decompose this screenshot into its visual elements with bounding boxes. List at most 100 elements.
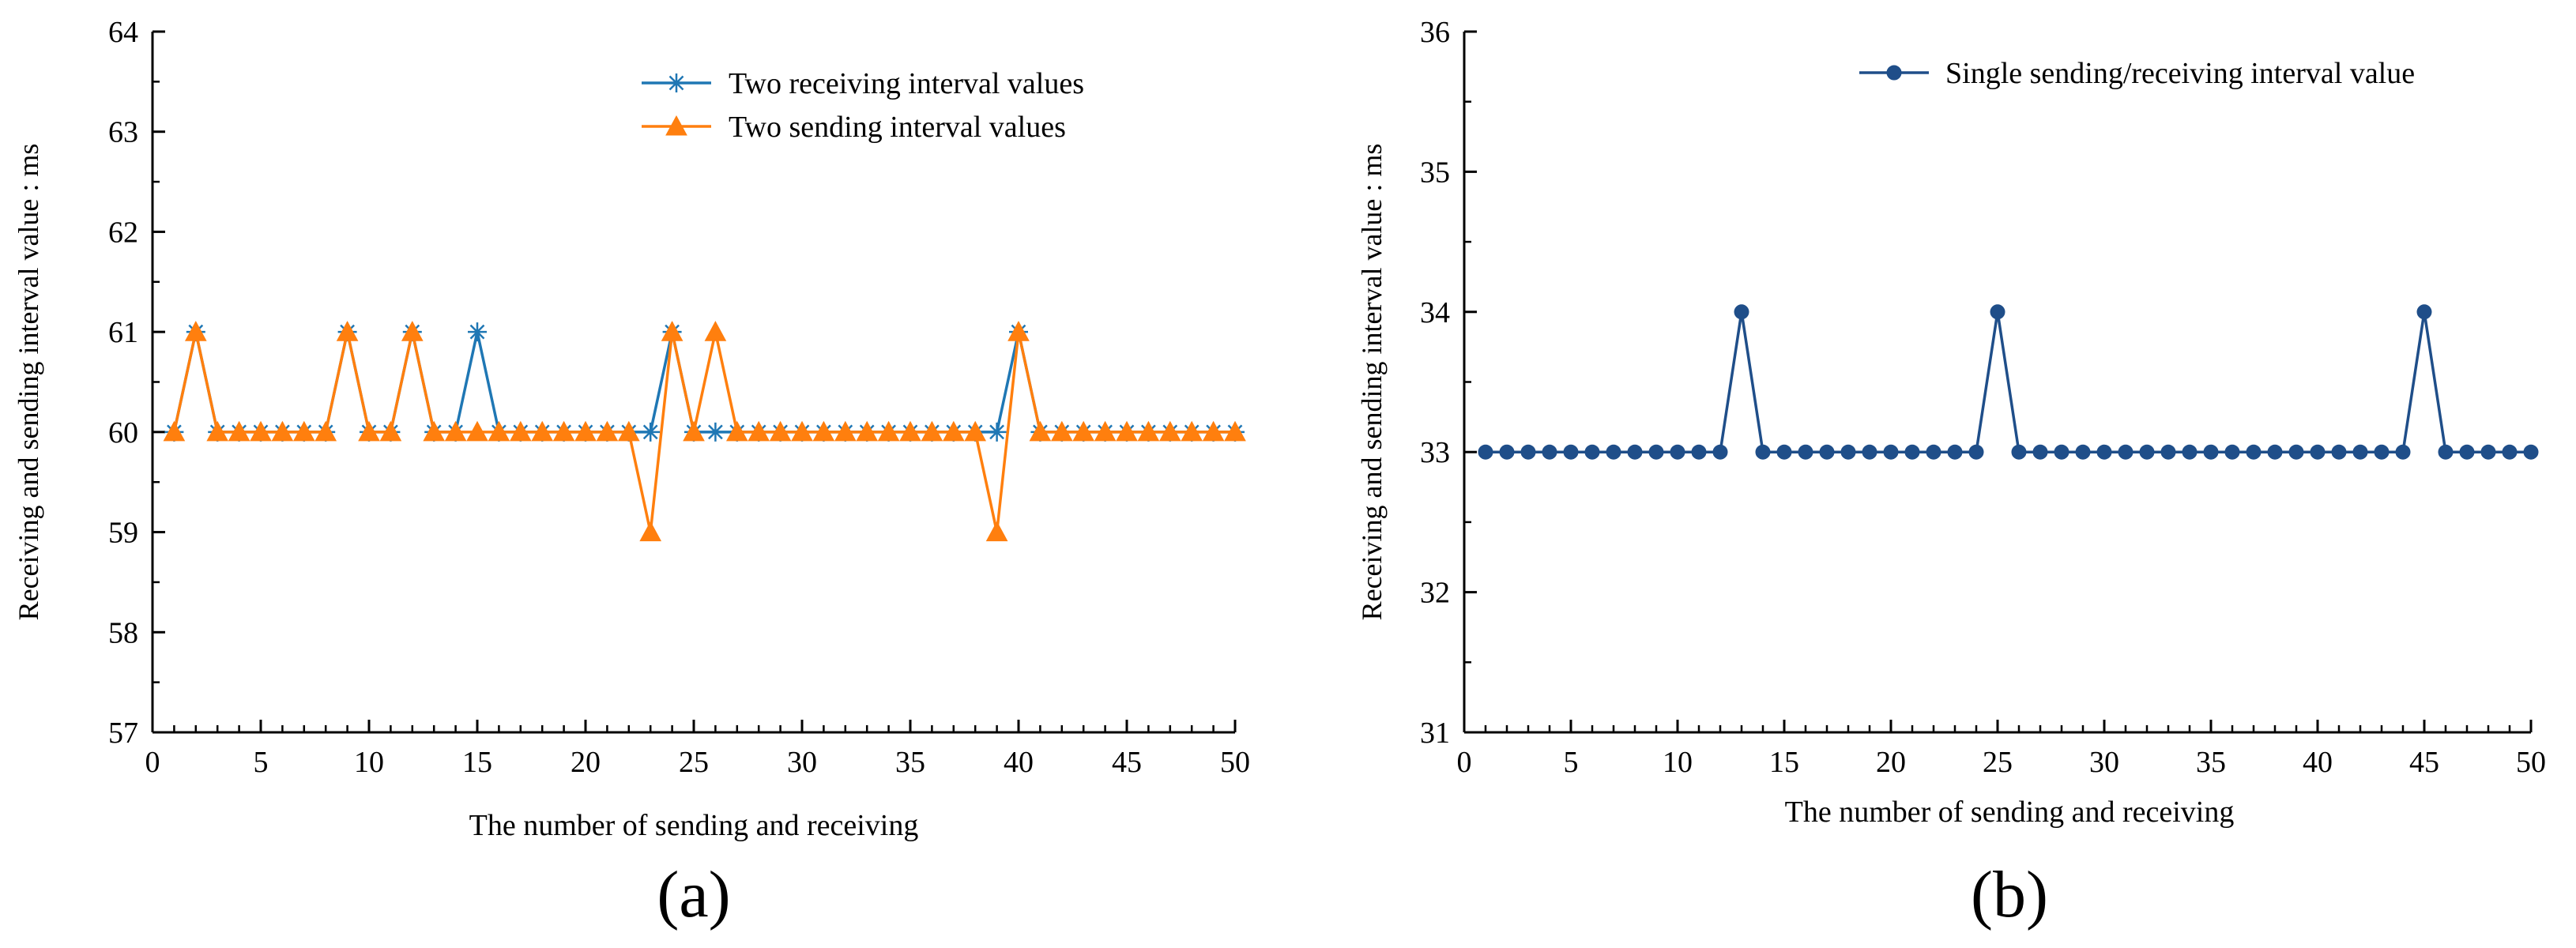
- data-point-s0-19: [1862, 444, 1877, 460]
- data-point-s1-29: [769, 420, 792, 442]
- x-tick-label: 40: [1004, 746, 1034, 779]
- y-tick-label: 33: [1420, 436, 1450, 469]
- data-point-s0-25: [1990, 304, 2005, 320]
- data-point-s0-12: [1712, 444, 1728, 460]
- data-point-s1-50: [1224, 420, 1246, 442]
- data-point-s1-44: [1094, 420, 1117, 442]
- data-point-s1-19: [552, 420, 575, 442]
- data-point-s0-43: [2374, 444, 2390, 460]
- data-point-s0-29: [2075, 444, 2091, 460]
- data-point-s1-30: [791, 420, 813, 442]
- chart-panel-b: 31 32 33 34 35 36 0 5 10 15 20 25 30 35 40 45 50 Single s…: [1356, 16, 2546, 931]
- x-tick-label: 30: [787, 746, 817, 779]
- data-point-s0-50: [2523, 444, 2539, 460]
- data-point-s0-18: [1840, 444, 1856, 460]
- y-tick-label: 61: [108, 316, 138, 349]
- y-tick-label: 35: [1420, 156, 1450, 189]
- data-point-s0-6: [1584, 444, 1600, 460]
- data-point-s0-47: [2459, 444, 2475, 460]
- data-point-s1-17: [509, 420, 532, 442]
- data-point-s0-26: [2011, 444, 2027, 460]
- data-point-s0-27: [2032, 444, 2048, 460]
- data-point-s0-31: [2118, 444, 2133, 460]
- data-point-s1-7: [292, 420, 315, 442]
- data-point-s0-46: [2438, 444, 2454, 460]
- y-tick-label: 60: [108, 416, 138, 450]
- data-point-s0-23: [641, 422, 661, 442]
- data-point-s0-40: [2310, 444, 2326, 460]
- y-tick-label: 59: [108, 517, 138, 550]
- data-point-s0-2: [1499, 444, 1515, 460]
- data-point-s0-44: [2395, 444, 2411, 460]
- x-tick-label: 45: [1112, 746, 1142, 779]
- data-point-s1-14: [444, 420, 467, 442]
- legend-marker: [1886, 65, 1902, 81]
- data-point-s0-32: [2139, 444, 2155, 460]
- data-point-s1-37: [942, 420, 965, 442]
- data-point-s0-10: [1670, 444, 1685, 460]
- data-point-s1-1: [163, 420, 186, 442]
- data-point-s1-42: [1050, 420, 1073, 442]
- data-point-s0-13: [1734, 304, 1749, 320]
- data-point-s1-12: [401, 321, 424, 341]
- data-point-s1-45: [1116, 420, 1138, 442]
- x-tick-label: 25: [1983, 746, 2013, 779]
- x-tick-label: 0: [1457, 746, 1472, 779]
- y-tick-label: 34: [1420, 296, 1450, 329]
- data-point-s1-15: [466, 420, 488, 442]
- data-point-s0-21: [1904, 444, 1920, 460]
- x-tick-label: 35: [2196, 746, 2226, 779]
- x-tick-label: 30: [2089, 746, 2119, 779]
- data-point-s0-14: [1755, 444, 1771, 460]
- x-axis-label: The number of sending and receiving: [469, 809, 919, 842]
- data-point-s0-39: [2288, 444, 2304, 460]
- data-point-s1-31: [812, 420, 835, 442]
- legend-marker: [667, 73, 686, 92]
- data-point-s1-21: [596, 420, 619, 442]
- y-tick-label: 31: [1420, 717, 1450, 750]
- data-point-s0-35: [2203, 444, 2219, 460]
- y-tick-label: 36: [1420, 16, 1450, 49]
- y-tick-label: 32: [1420, 577, 1450, 610]
- data-point-s0-23: [1947, 444, 1963, 460]
- data-point-s1-36: [921, 420, 943, 442]
- data-point-s0-28: [2054, 444, 2069, 460]
- data-point-s0-38: [2267, 444, 2283, 460]
- data-point-s1-47: [1158, 420, 1181, 442]
- legend-label: Two receiving interval values: [729, 67, 1084, 100]
- y-tick-label: 62: [108, 216, 138, 249]
- data-point-s1-4: [228, 420, 250, 442]
- data-point-s0-5: [1563, 444, 1579, 460]
- data-point-s1-10: [358, 420, 380, 442]
- data-point-s1-32: [834, 420, 857, 442]
- x-tick-label: 25: [679, 746, 709, 779]
- x-tick-label: 15: [1769, 746, 1799, 779]
- data-point-s0-33: [2160, 444, 2176, 460]
- data-point-s0-7: [1606, 444, 1621, 460]
- legend: Two receiving interval values Two sending…: [642, 67, 1084, 144]
- data-point-s0-4: [1542, 444, 1557, 460]
- data-point-s1-27: [725, 420, 748, 442]
- data-point-s1-41: [1029, 420, 1052, 442]
- data-point-s1-43: [1072, 420, 1095, 442]
- legend-label: Single sending/receiving interval value: [1945, 57, 2415, 90]
- x-tick-label: 15: [462, 746, 492, 779]
- data-point-s0-34: [2182, 444, 2198, 460]
- data-point-s0-9: [1648, 444, 1664, 460]
- data-point-s1-46: [1137, 420, 1160, 442]
- y-tick-label: 63: [108, 116, 138, 149]
- x-tick-label: 50: [2516, 746, 2546, 779]
- x-tick-label: 10: [354, 746, 384, 779]
- data-point-s1-9: [336, 321, 359, 341]
- x-tick-label: 50: [1220, 746, 1250, 779]
- data-point-s1-8: [314, 420, 337, 442]
- legend-label: Two sending interval values: [729, 111, 1066, 144]
- data-point-s1-48: [1181, 420, 1203, 442]
- data-point-s0-3: [1520, 444, 1536, 460]
- data-point-s0-36: [2224, 444, 2240, 460]
- data-point-s1-22: [617, 420, 640, 442]
- x-tick-label: 35: [895, 746, 925, 779]
- panel-label: (a): [657, 858, 730, 931]
- data-point-s1-35: [899, 420, 921, 442]
- y-tick-label: 57: [108, 717, 138, 750]
